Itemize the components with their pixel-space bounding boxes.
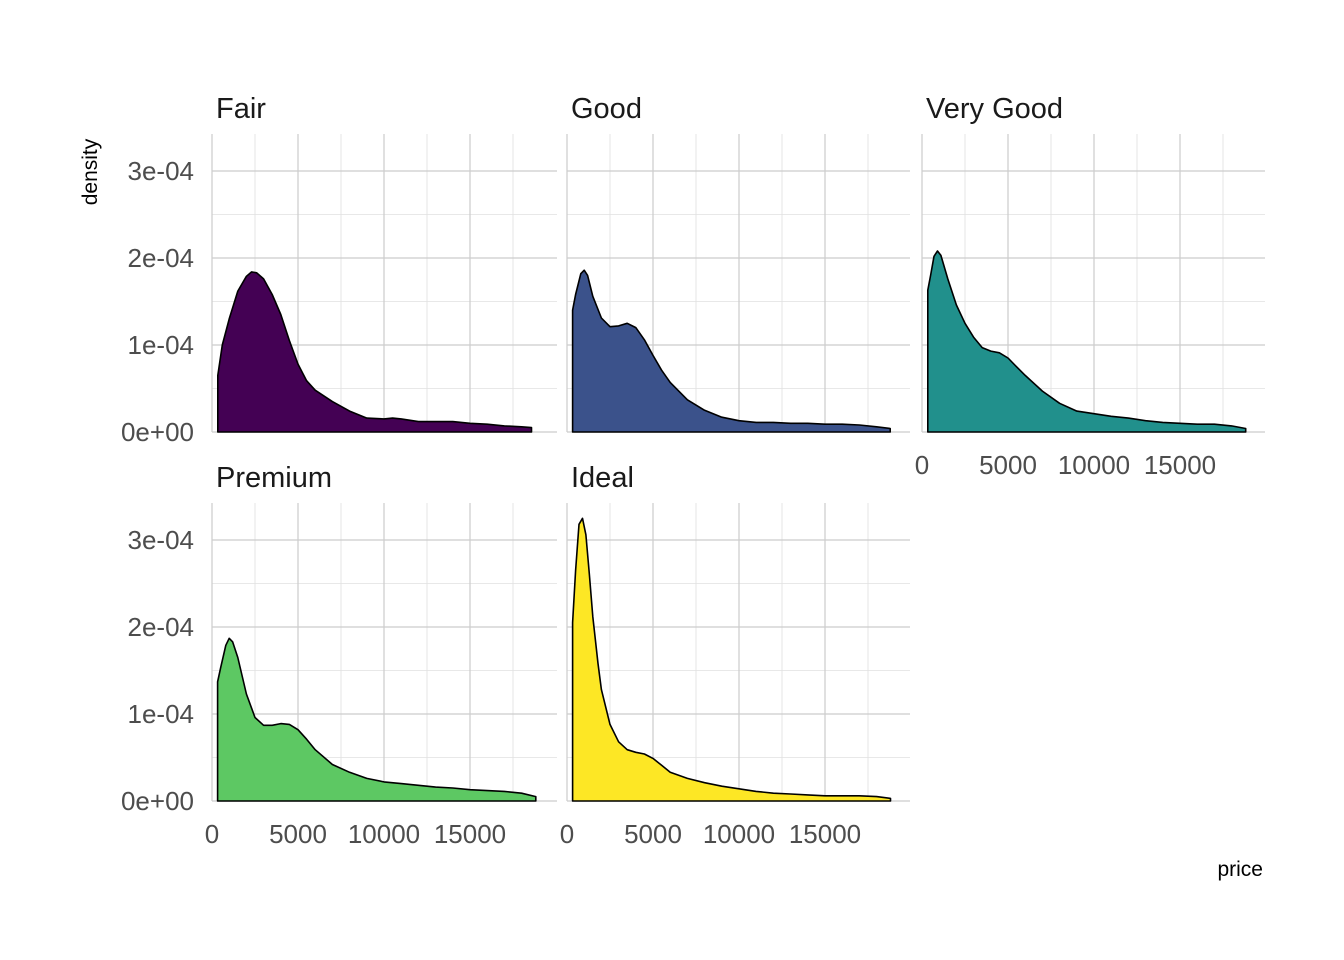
facet-panel-premium: Premium 0e+00 1e-04 2e-04 3e-04 0 5000 10000 150…: [121, 462, 557, 849]
x-tick-label: 10000: [348, 819, 420, 849]
density-area-premium: [216, 637, 537, 802]
y-tick-label: 3e-04: [128, 156, 195, 186]
y-tick-label: 1e-04: [128, 330, 195, 360]
facet-panel-fair: Fair 0e+00 1e-04 2e-04 3e-04: [121, 93, 557, 447]
x-axis-title: price: [1217, 858, 1263, 881]
x-tick-label: 0: [915, 450, 929, 480]
facet-strip-label: Ideal: [571, 462, 634, 494]
x-tick-label: 5000: [979, 450, 1037, 480]
x-tick-label: 15000: [789, 819, 861, 849]
facet-strip-label: Good: [571, 93, 642, 125]
density-area-ideal: [571, 517, 892, 802]
facet-strip-label: Premium: [216, 462, 332, 494]
y-tick-label: 0e+00: [121, 417, 194, 447]
x-tick-label: 10000: [703, 819, 775, 849]
density-area-good: [571, 269, 891, 433]
y-tick-label: 1e-04: [128, 699, 195, 729]
y-tick-label: 3e-04: [128, 525, 195, 555]
x-tick-label: 15000: [434, 819, 506, 849]
x-tick-label: 10000: [1058, 450, 1130, 480]
facet-panels: Fair 0e+00 1e-04 2e-04 3e-04 Good Very Good 0 50…: [121, 93, 1265, 849]
x-tick-label: 5000: [624, 819, 682, 849]
y-tick-label: 2e-04: [128, 243, 195, 273]
y-tick-label: 2e-04: [128, 612, 195, 642]
density-area-very-good: [927, 250, 1247, 433]
facet-panel-ideal: Ideal 0 5000 10000 15000: [560, 462, 910, 849]
facet-strip-label: Very Good: [926, 93, 1063, 125]
facet-panel-very-good: Very Good 0 5000 10000 15000: [915, 93, 1265, 480]
facet-panel-good: Good: [566, 93, 910, 433]
y-tick-label: 0e+00: [121, 786, 194, 816]
facet-strip-label: Fair: [216, 93, 266, 125]
x-tick-label: 5000: [269, 819, 327, 849]
x-tick-label: 15000: [1144, 450, 1216, 480]
x-tick-label: 0: [560, 819, 574, 849]
x-tick-label: 0: [205, 819, 219, 849]
density-area-fair: [217, 271, 533, 433]
y-axis-title: density: [79, 138, 102, 205]
